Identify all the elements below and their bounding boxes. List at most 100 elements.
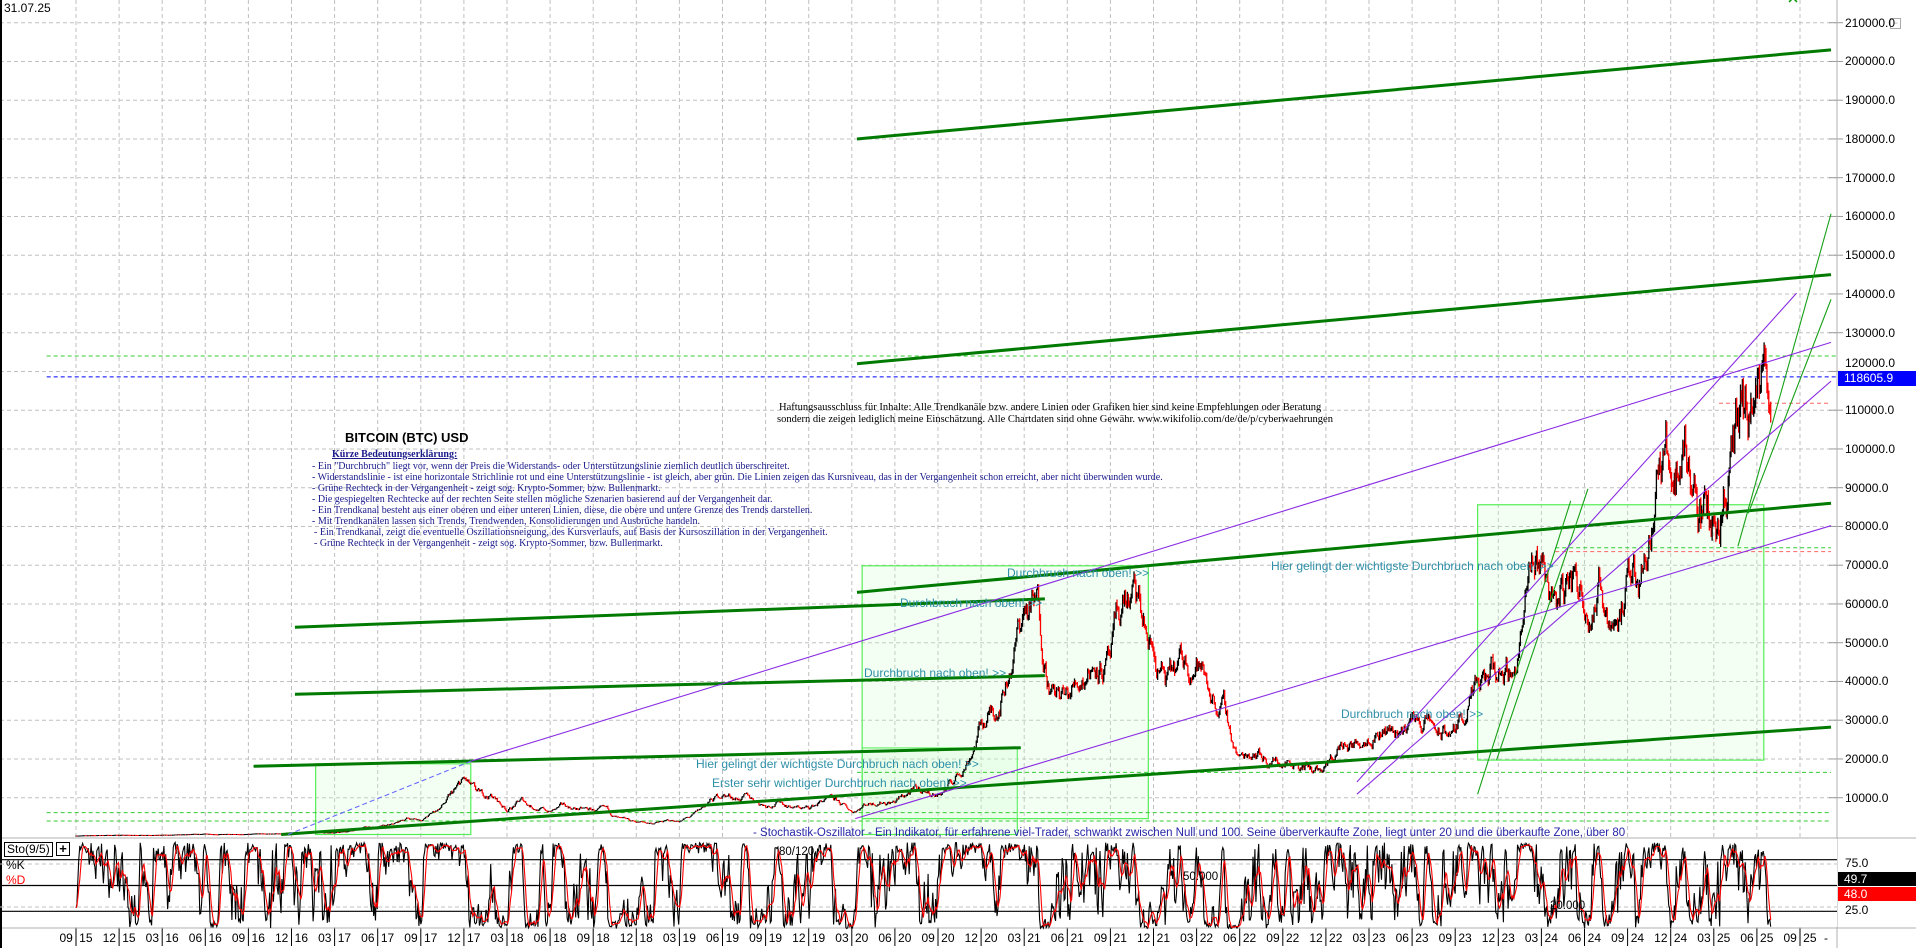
legend-heading: Kürze Bedeutungserklärung:: [332, 449, 458, 460]
price-axis-label: 40000.0: [1845, 674, 1889, 689]
time-axis-label: 12 20: [964, 931, 998, 945]
legend-line: - Grüne Rechteck in der Vergangenheit - …: [312, 483, 661, 494]
annotation-key-breakout: Hier gelingt der wichtigste Durchbruch n…: [696, 757, 979, 771]
time-axis-label: 03 20: [835, 931, 869, 945]
time-axis-label: 12 16: [274, 931, 309, 945]
k-legend: %K: [6, 858, 25, 872]
time-axis-label: 06 24: [1567, 931, 1602, 945]
trendline-channel: [856, 48, 1832, 141]
price-axis-label: 100000.0: [1845, 441, 1896, 456]
time-axis-label: 06 16: [188, 931, 222, 945]
trendline-steep: [1477, 500, 1572, 795]
time-axis-label: 06 17: [361, 931, 395, 945]
stochastic-axis-label: 25.0: [1845, 903, 1869, 917]
time-axis-label: 06 25: [1740, 931, 1774, 945]
price-axis-label: 200000.0: [1845, 54, 1896, 69]
trendline-trend: [470, 341, 1832, 762]
time-axis-label: 12 21: [1136, 931, 1171, 945]
time-axis-label: 03 25: [1697, 931, 1731, 945]
price-axis-label: 50000.0: [1845, 635, 1889, 650]
plus-icon[interactable]: +: [56, 842, 70, 856]
time-axis-label: 03 22: [1180, 931, 1214, 945]
time-axis-label: 06 23: [1395, 931, 1429, 945]
trendline-channel: [281, 725, 1832, 837]
annotation-first-breakout: Erster sehr wichtiger Durchbruch nach ob…: [712, 776, 967, 790]
trendline-channel: [856, 501, 1832, 594]
price-axis-label: 140000.0: [1845, 286, 1896, 301]
time-axis-label: 03 16: [145, 931, 179, 945]
trendline-channel: [294, 597, 1045, 629]
trendline-trend: [1356, 292, 1797, 783]
price-axis-label: 130000.0: [1845, 325, 1896, 340]
time-axis-label: 06 21: [1050, 931, 1084, 945]
trendline-trend: [855, 525, 1832, 820]
time-axis-label: 09 23: [1438, 931, 1472, 945]
stochastic-note: - Stochastik-Oszillator - Ein Indikator,…: [753, 827, 1626, 839]
legend-line: - Grüne Rechteck in der Vergangenheit - …: [314, 538, 663, 549]
k-value-label: 49.7: [1838, 872, 1916, 886]
annotation-breakout: Durchbruch nach oben! >>: [864, 666, 1007, 680]
time-axis-end: -: [1824, 931, 1828, 945]
stochastic-d-line: [75, 843, 1772, 930]
trendline-channel: [856, 273, 1832, 366]
time-axis-label: 09 20: [921, 931, 955, 945]
time-axis-label: 06 22: [1223, 931, 1257, 945]
time-axis-label: 03 24: [1524, 931, 1558, 945]
collapse-icon[interactable]: −: [1890, 18, 1901, 29]
trendline-extension: [287, 760, 472, 836]
time-axis-label: 03 17: [318, 931, 352, 945]
d-legend: %D: [6, 873, 26, 887]
time-axis-label: 12 19: [792, 931, 826, 945]
time-axis-label: 06 19: [705, 931, 740, 945]
price-axis-label: 170000.0: [1845, 170, 1896, 185]
annotation-breakout: Durchbruch nach oben! >>: [1007, 566, 1150, 580]
time-axis-label: 12 15: [102, 931, 136, 945]
time-axis-label: 12 18: [619, 931, 653, 945]
legend-line: - Die gespiegelten Rechtecke auf der rec…: [312, 494, 773, 505]
time-axis-label: 09 15: [59, 931, 93, 945]
time-axis-label: 03 19: [662, 931, 696, 945]
time-axis-label: 03 21: [1007, 931, 1041, 945]
legend-line: - Widerstandslinie - ist eine horizontal…: [312, 472, 1163, 483]
legend-line: - Ein "Durchbruch" liegt vor, wenn der P…: [312, 461, 790, 472]
current-price-label: 118605.9: [1838, 370, 1916, 386]
time-axis-label: 03 18: [490, 931, 524, 945]
indicator-label[interactable]: Sto(9/5): [4, 842, 53, 857]
price-axis-label: 110000.0: [1845, 403, 1895, 418]
time-axis-label: 09 18: [576, 931, 610, 945]
annotation-breakout: Durchbruch nach oben! >>: [900, 596, 1043, 610]
price-axis-label: 160000.0: [1845, 209, 1896, 224]
arrow-up-icon: [1788, 0, 1798, 3]
trendline-channel: [294, 674, 1045, 696]
trendline-steep: [1496, 488, 1589, 761]
time-axis-label: 09 19: [749, 931, 783, 945]
stochastic-level-text: 20.000: [1550, 900, 1586, 912]
time-axis-label: 09 21: [1093, 931, 1127, 945]
stochastic-axis-label: 75.0: [1845, 856, 1869, 870]
annotation-breakout: Durchbruch nach oben! >>: [1341, 707, 1484, 721]
price-axis-label: 190000.0: [1845, 93, 1896, 108]
price-axis-label: 70000.0: [1845, 558, 1889, 573]
time-axis-label: 12 17: [447, 931, 481, 945]
chart-title: BITCOIN (BTC) USD: [345, 430, 469, 445]
time-axis-label: 09 24: [1611, 931, 1645, 945]
stochastic-level-text: 50.000: [1183, 871, 1219, 883]
legend-line: - Ein Trendkanal besteht aus einer obere…: [312, 505, 813, 516]
stochastic-level-text: 80/120: [779, 846, 815, 858]
time-axis-label: 09 17: [404, 931, 438, 945]
disclaimer-line: sondern die zeigen lediglich meine Einsc…: [777, 414, 1333, 425]
trendline-steep: [1747, 299, 1832, 514]
price-axis-label: 150000.0: [1845, 248, 1896, 263]
price-axis-label: 210000.0: [1845, 15, 1896, 30]
trendline-trend: [1356, 380, 1832, 795]
time-axis-label: 06 18: [533, 931, 567, 945]
time-axis-label: 12 23: [1481, 931, 1515, 945]
legend-line: - Ein Trendkanal, zeigt die eventuelle O…: [314, 527, 828, 538]
trendline-steep: [1737, 213, 1832, 547]
time-axis-label: 12 24: [1654, 931, 1688, 945]
price-axis-label: 90000.0: [1845, 480, 1889, 495]
time-axis-label: 09 16: [231, 931, 265, 945]
price-axis-label: 80000.0: [1845, 519, 1889, 534]
